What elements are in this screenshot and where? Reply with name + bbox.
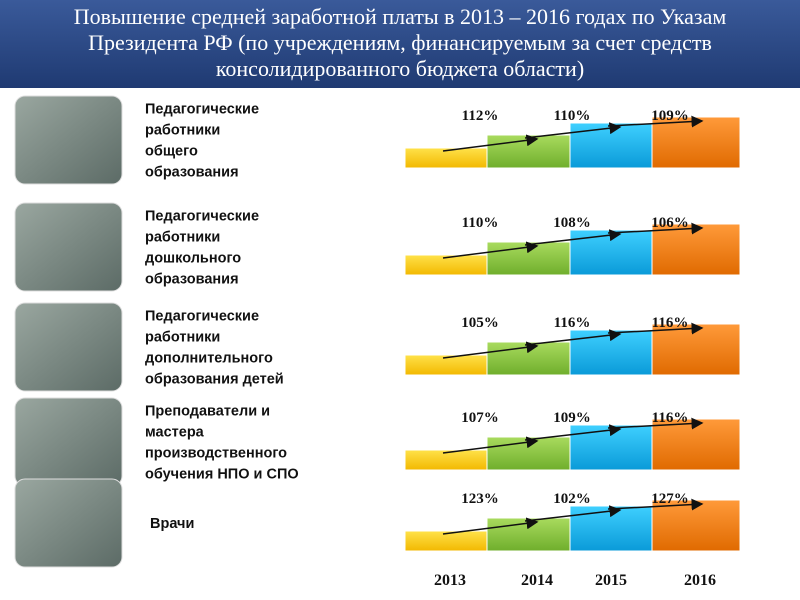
arrow: [607, 417, 704, 430]
arrow: [442, 436, 539, 454]
percent-label: 116%: [652, 315, 689, 331]
percent-label: 106%: [651, 215, 689, 231]
percent-label: 110%: [554, 108, 591, 124]
row-label: общего: [145, 144, 198, 160]
percent-label: 112%: [462, 108, 499, 124]
row-label: Педагогические: [145, 102, 259, 118]
photo: [14, 478, 123, 568]
photo: [14, 397, 123, 487]
percent-label: 110%: [462, 215, 499, 231]
arrow: [524, 122, 622, 139]
step-block: [569, 505, 653, 552]
arrow: [524, 424, 622, 441]
photo: [14, 95, 123, 185]
year-label: 2014: [521, 572, 553, 589]
step-block: [651, 323, 741, 376]
year-label: 2016: [684, 572, 716, 589]
arrow: [442, 134, 539, 152]
header-bar: [0, 0, 800, 88]
step-block: [651, 116, 741, 169]
step-block: [569, 329, 653, 376]
arrow: [442, 341, 539, 359]
row-label: мастера: [145, 425, 205, 441]
arrow: [524, 505, 622, 522]
percent-label: 116%: [652, 410, 689, 426]
row-label: обучения НПО и СПО: [145, 467, 299, 483]
arrow: [607, 222, 704, 235]
row-label: работники: [145, 330, 220, 346]
year-label: 2013: [434, 572, 466, 589]
row-label: работники: [145, 230, 220, 246]
step-block: [569, 424, 653, 471]
arrow: [442, 517, 539, 535]
row-label: Педагогические: [145, 209, 259, 225]
row-label: образования: [145, 272, 239, 288]
percent-label: 123%: [461, 491, 499, 507]
row-label: производственного: [145, 446, 287, 462]
percent-label: 102%: [553, 491, 591, 507]
percent-label: 116%: [554, 315, 591, 331]
percent-label: 105%: [461, 315, 499, 331]
year-label: 2015: [595, 572, 627, 589]
percent-label: 127%: [651, 491, 689, 507]
step-block: [569, 229, 653, 276]
row-label: образования детей: [145, 372, 284, 388]
arrow: [607, 322, 704, 335]
title-line: Президента РФ (по учреждениям, финансиру…: [88, 30, 712, 55]
percent-label: 108%: [553, 215, 591, 231]
step-block: [651, 223, 741, 276]
row-label: дошкольного: [145, 251, 241, 267]
title-line: Повышение средней заработной платы в 201…: [74, 4, 727, 29]
photo: [14, 202, 123, 292]
arrow: [442, 241, 539, 259]
arrow: [607, 115, 704, 128]
title-line: консолидированного бюджета области): [216, 56, 584, 81]
row-label: работники: [145, 123, 220, 139]
percent-label: 109%: [651, 108, 689, 124]
step-block: [651, 499, 741, 552]
arrow: [607, 498, 704, 511]
row-label: дополнительного: [145, 351, 273, 367]
percent-label: 109%: [553, 410, 591, 426]
arrow: [524, 329, 622, 346]
step-block: [651, 418, 741, 471]
percent-label: 107%: [461, 410, 499, 426]
row-label: Врачи: [150, 516, 194, 532]
row-label: Педагогические: [145, 309, 259, 325]
photo: [14, 302, 123, 392]
row-label: образования: [145, 165, 239, 181]
row-label: Преподаватели и: [145, 404, 270, 420]
step-block: [569, 122, 653, 169]
arrow: [524, 229, 622, 246]
